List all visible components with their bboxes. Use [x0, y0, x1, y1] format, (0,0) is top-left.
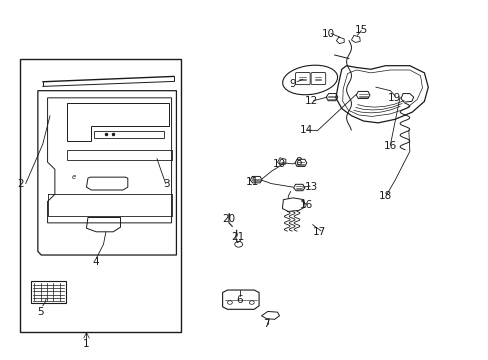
Text: 21: 21 [231, 232, 244, 242]
Text: 2: 2 [18, 179, 24, 189]
Text: 17: 17 [313, 227, 326, 237]
Text: 11: 11 [245, 177, 258, 187]
Text: 4: 4 [93, 257, 100, 267]
Text: 5: 5 [37, 307, 43, 317]
Text: 3: 3 [163, 179, 170, 189]
Text: 16: 16 [300, 200, 313, 210]
Text: 7: 7 [263, 319, 269, 329]
Text: 6: 6 [236, 295, 243, 305]
Text: 12: 12 [305, 96, 318, 107]
Text: e: e [71, 174, 75, 180]
Text: 1: 1 [83, 339, 90, 349]
Text: 10: 10 [321, 28, 334, 39]
Text: 18: 18 [378, 191, 391, 201]
Text: 20: 20 [222, 214, 235, 224]
Bar [20, 59, 181, 332]
Text: 19: 19 [387, 93, 400, 103]
Text: 13: 13 [305, 182, 318, 192]
Text: 16: 16 [383, 141, 396, 151]
Text: 8: 8 [295, 157, 302, 167]
Text: 9: 9 [289, 78, 296, 89]
Text: 10: 10 [272, 159, 285, 169]
Text: 14: 14 [300, 125, 313, 135]
Bar [30, 281, 65, 303]
Text: 15: 15 [354, 25, 367, 35]
